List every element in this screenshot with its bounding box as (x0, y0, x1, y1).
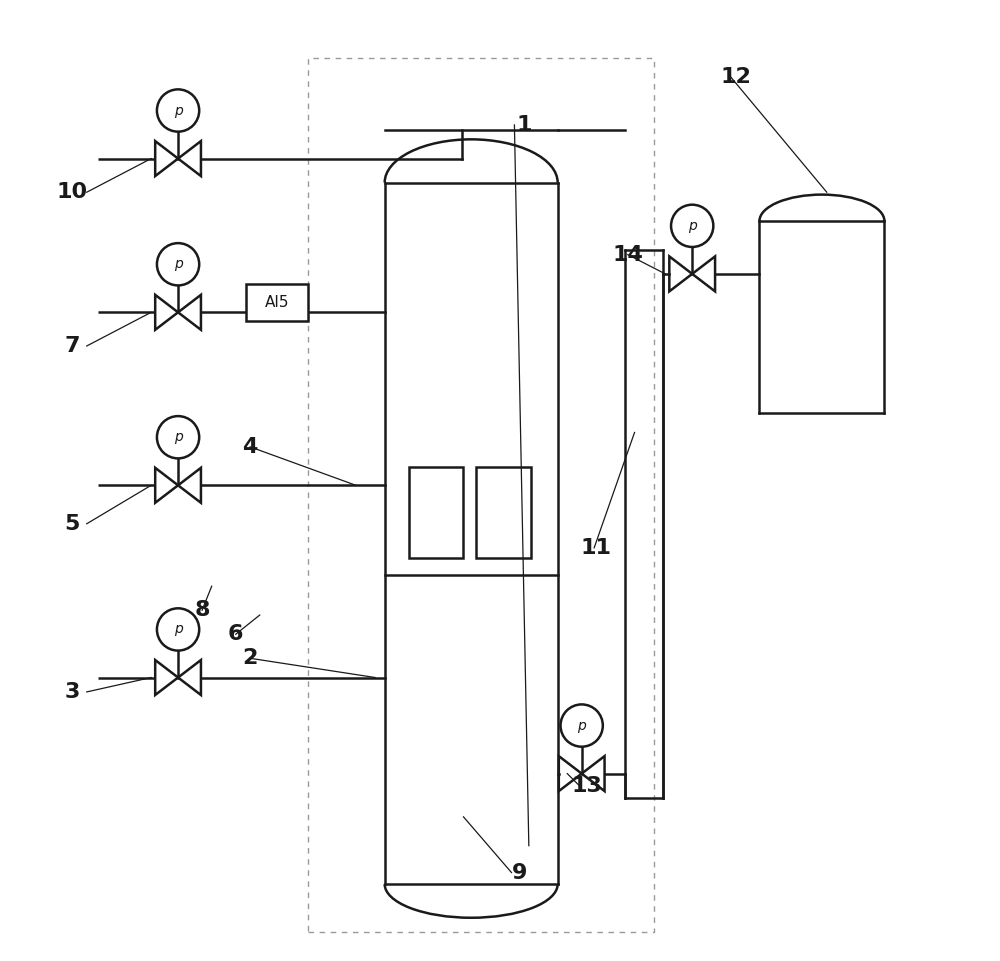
Text: p: p (174, 623, 182, 636)
Text: 8: 8 (194, 601, 210, 620)
Text: p: p (174, 431, 182, 444)
Circle shape (561, 704, 603, 747)
Text: 4: 4 (242, 437, 258, 456)
Text: p: p (577, 719, 586, 732)
Circle shape (157, 89, 199, 132)
Circle shape (157, 243, 199, 285)
Text: 5: 5 (65, 514, 80, 533)
Text: 10: 10 (57, 183, 88, 202)
Circle shape (157, 608, 199, 651)
Text: 11: 11 (581, 538, 612, 557)
Text: 9: 9 (512, 863, 527, 882)
Circle shape (157, 416, 199, 458)
Text: 14: 14 (612, 245, 643, 264)
Text: 6: 6 (228, 625, 243, 644)
Text: 1: 1 (516, 115, 532, 135)
Bar (476, 467, 531, 558)
Bar (308, 58, 654, 932)
Text: 3: 3 (65, 682, 80, 702)
Text: p: p (174, 258, 182, 271)
Text: 13: 13 (571, 776, 602, 796)
Bar (409, 467, 463, 558)
Text: 12: 12 (720, 67, 751, 86)
Circle shape (671, 205, 713, 247)
Text: AI5: AI5 (265, 295, 289, 310)
Bar (246, 284, 308, 321)
Text: 7: 7 (65, 336, 80, 356)
Text: 2: 2 (242, 649, 258, 668)
Text: p: p (174, 104, 182, 117)
Text: p: p (688, 219, 697, 233)
